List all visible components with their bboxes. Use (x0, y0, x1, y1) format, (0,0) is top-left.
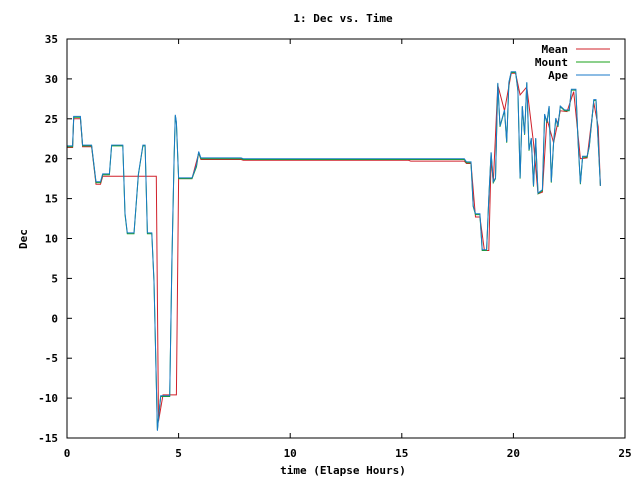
y-tick-label: 25 (45, 113, 58, 126)
y-tick-label: 30 (45, 73, 58, 86)
y-tick-label: -5 (45, 352, 58, 365)
y-axis-label: Dec (17, 229, 30, 249)
series-line-ape (67, 71, 601, 431)
legend-label-ape: Ape (548, 69, 568, 82)
y-tick-label: 0 (51, 312, 58, 325)
x-tick-label: 25 (618, 447, 631, 460)
x-tick-label: 10 (284, 447, 297, 460)
y-tick-label: -15 (38, 432, 58, 445)
legend-label-mean: Mean (542, 43, 569, 56)
x-tick-label: 0 (64, 447, 71, 460)
data-series (67, 71, 601, 431)
y-tick-label: 20 (45, 153, 58, 166)
y-tick-label: -10 (38, 392, 58, 405)
legend-label-mount: Mount (535, 56, 568, 69)
y-tick-label: 15 (45, 193, 58, 206)
x-tick-label: 5 (175, 447, 182, 460)
y-tick-label: 35 (45, 33, 58, 46)
x-axis-label: time (Elapse Hours) (280, 464, 406, 477)
y-tick-label: 5 (51, 272, 58, 285)
x-tick-label: 15 (395, 447, 408, 460)
chart-title: 1: Dec vs. Time (293, 12, 393, 25)
plot-frame (66, 38, 626, 439)
axis-ticks: 0 5 10 15 20 25 -15 -10 -5 0 5 10 15 20 25 30 35 (38, 33, 632, 460)
y-tick-label: 10 (45, 233, 58, 246)
series-line-mean (67, 72, 601, 422)
x-tick-label: 20 (507, 447, 520, 460)
